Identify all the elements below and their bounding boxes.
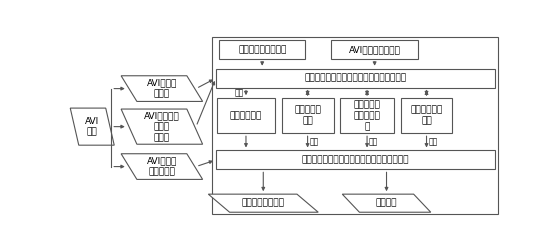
Text: 初始可能路
径集: 初始可能路 径集 bbox=[294, 106, 321, 126]
Text: 更新: 更新 bbox=[310, 137, 319, 146]
Polygon shape bbox=[342, 194, 431, 212]
Text: 宏观路径流量估计器组件：随机用户均衡原则: 宏观路径流量估计器组件：随机用户均衡原则 bbox=[302, 155, 409, 165]
Polygon shape bbox=[121, 76, 203, 102]
Text: 更新: 更新 bbox=[369, 137, 378, 146]
Bar bbox=[211, 37, 498, 214]
Polygon shape bbox=[121, 109, 203, 144]
Text: 车辆宗移出行路径: 车辆宗移出行路径 bbox=[242, 199, 285, 208]
Bar bbox=[331, 40, 418, 59]
Text: AVI部分路
径数据: AVI部分路 径数据 bbox=[147, 79, 177, 99]
Polygon shape bbox=[208, 194, 318, 212]
Text: AVI个体车辆
行驶时
间数据: AVI个体车辆 行驶时 间数据 bbox=[144, 111, 180, 142]
Text: AVI
数据: AVI 数据 bbox=[85, 117, 99, 137]
Bar bbox=[216, 150, 495, 169]
Text: 节点一致性观测方程: 节点一致性观测方程 bbox=[238, 45, 286, 54]
Bar bbox=[216, 69, 495, 88]
Text: 路径流量: 路径流量 bbox=[376, 199, 397, 208]
Text: 重构路径流量: 重构路径流量 bbox=[230, 111, 262, 120]
Text: AVI部分路
段流量数据: AVI部分路 段流量数据 bbox=[147, 157, 177, 177]
Bar bbox=[282, 98, 334, 133]
Text: 更新: 更新 bbox=[429, 137, 437, 146]
Bar bbox=[217, 98, 275, 133]
Text: 微观粒子滤波组件：个体车辆路径选择行为: 微观粒子滤波组件：个体车辆路径选择行为 bbox=[304, 74, 406, 83]
Text: 行程时间一
致性观测方
程: 行程时间一 致性观测方 程 bbox=[354, 100, 381, 131]
Text: 路径引力观测
方程: 路径引力观测 方程 bbox=[410, 106, 442, 126]
Text: AVI可测性观测方程: AVI可测性观测方程 bbox=[349, 45, 401, 54]
Text: 更新: 更新 bbox=[235, 88, 244, 97]
Bar bbox=[401, 98, 453, 133]
Bar bbox=[340, 98, 394, 133]
Polygon shape bbox=[70, 108, 114, 145]
Polygon shape bbox=[121, 154, 203, 179]
Bar bbox=[219, 40, 305, 59]
